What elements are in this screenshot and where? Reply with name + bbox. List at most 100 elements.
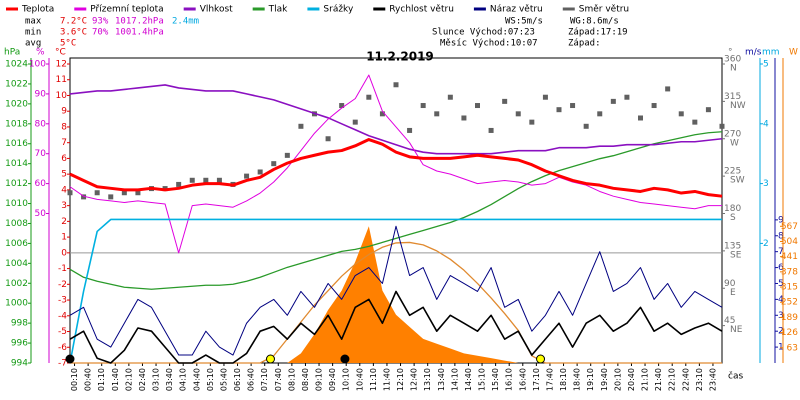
y-tick-label: 180 (724, 204, 741, 214)
y-tick-name: SE (730, 250, 742, 260)
x-tick-label: 20:10 (613, 368, 622, 391)
direction-point (583, 123, 589, 129)
x-tick-label: 04:40 (192, 368, 201, 391)
x-tick-label: 06:40 (247, 368, 256, 391)
axis-unit: mm (762, 48, 780, 58)
y-tick-label: 4 (61, 185, 67, 195)
x-tick-label: 04:10 (179, 368, 188, 391)
y-tick-label: 2 (61, 217, 67, 227)
x-tick-label: 14:40 (464, 368, 473, 391)
y-tick-label: 1004 (5, 259, 28, 269)
x-tick-label: 20:40 (627, 368, 636, 391)
axis-unit: hPa (4, 48, 20, 58)
direction-point (203, 177, 209, 183)
y-tick-label: 360 (724, 55, 741, 65)
y-tick-label: 1014 (5, 159, 28, 169)
stat-text: 5°C (60, 39, 76, 49)
y-tick-label: 63 (787, 343, 798, 353)
x-tick-label: 09:40 (328, 368, 337, 391)
x-tick-label: 13:10 (423, 368, 432, 391)
x-tick-label: 05:40 (219, 368, 228, 391)
y-tick-label: 5 (778, 279, 784, 289)
info-text: WG:8.6m/s (570, 17, 619, 27)
solar-area (70, 226, 722, 363)
y-tick-label: -7 (58, 359, 67, 369)
y-tick-label: 12 (56, 60, 67, 70)
series-line (69, 218, 722, 364)
stat-text: 7.2°C (60, 17, 87, 27)
y-tick-label: 504 (781, 237, 798, 247)
y-tick-label: 7 (778, 247, 784, 257)
y-tick-name: SW (730, 176, 745, 186)
stat-text: 3.6°C (60, 28, 87, 38)
x-tick-label: 22:10 (668, 368, 677, 391)
direction-point (542, 94, 548, 100)
x-tick-label: 13:40 (437, 368, 446, 391)
x-tick-label: 01:10 (97, 368, 106, 391)
moon-marker (65, 354, 75, 364)
y-tick-label: 4 (778, 295, 784, 305)
y-tick-label: 90 (35, 89, 47, 99)
x-tick-label: 23:40 (708, 368, 717, 391)
y-tick-label: 7 (61, 138, 67, 148)
x-tick-label: 03:40 (165, 368, 174, 391)
y-tick-label: 0 (61, 248, 67, 258)
y-tick-label: 100 (29, 60, 46, 70)
direction-point (556, 107, 562, 113)
x-tick-label: 11:10 (369, 368, 378, 391)
y-tick-label: 3 (61, 201, 67, 211)
direction-point (447, 94, 453, 100)
direction-point (461, 115, 467, 121)
series-line (69, 84, 723, 155)
y-tick-label: 441 (781, 252, 798, 262)
y-tick-label: 4 (763, 119, 769, 129)
x-tick-label: 11:40 (382, 368, 391, 391)
y-tick-label: 8 (778, 231, 784, 241)
direction-point (366, 94, 372, 100)
y-tick-label: -6 (58, 343, 67, 353)
y-tick-label: 70 (35, 149, 47, 159)
direction-point (678, 111, 684, 117)
y-tick-label: 1020 (5, 99, 28, 109)
y-tick-label: 1008 (5, 219, 28, 229)
series-line (69, 74, 722, 254)
direction-point (502, 98, 508, 104)
y-tick-name: NW (730, 101, 746, 111)
x-tick-label: 06:10 (233, 368, 242, 391)
y-tick-label: 9 (778, 215, 784, 225)
info-text: WS:5m/s (505, 17, 543, 27)
direction-point (420, 103, 426, 109)
x-tick-label: 17:40 (545, 368, 554, 391)
y-tick-label: 90 (724, 279, 736, 289)
direction-point (692, 119, 698, 125)
series-line (69, 225, 723, 356)
legend-label: Směr větru (579, 5, 629, 15)
y-tick-label: 1018 (5, 119, 28, 129)
y-tick-label: 45 (724, 316, 735, 326)
chart-title: 11.2.2019 (366, 50, 434, 64)
direction-point (339, 103, 345, 109)
y-tick-name: W (730, 138, 739, 148)
direction-point (271, 161, 277, 167)
info-text: Západ:17:19 (568, 28, 628, 38)
x-tick-label: 10:40 (355, 368, 364, 391)
series-line (69, 290, 723, 364)
direction-point (298, 123, 304, 129)
y-tick-label: 225 (724, 167, 741, 177)
x-tick-label: 18:40 (573, 368, 582, 391)
direction-point (651, 103, 657, 109)
y-tick-label: 378 (781, 267, 798, 277)
legend-label: Srážky (323, 5, 354, 15)
x-tick-label: 16:40 (518, 368, 527, 391)
direction-point (488, 127, 494, 133)
direction-point (284, 152, 290, 158)
y-tick-label: 135 (724, 241, 741, 251)
x-tick-label: 07:10 (260, 368, 269, 391)
y-tick-name: NE (730, 325, 743, 335)
direction-point (67, 190, 73, 196)
direction-point (189, 177, 195, 183)
x-tick-label: 00:10 (70, 368, 79, 391)
axis-unit: °C (55, 48, 66, 58)
y-tick-label: 1016 (5, 139, 28, 149)
